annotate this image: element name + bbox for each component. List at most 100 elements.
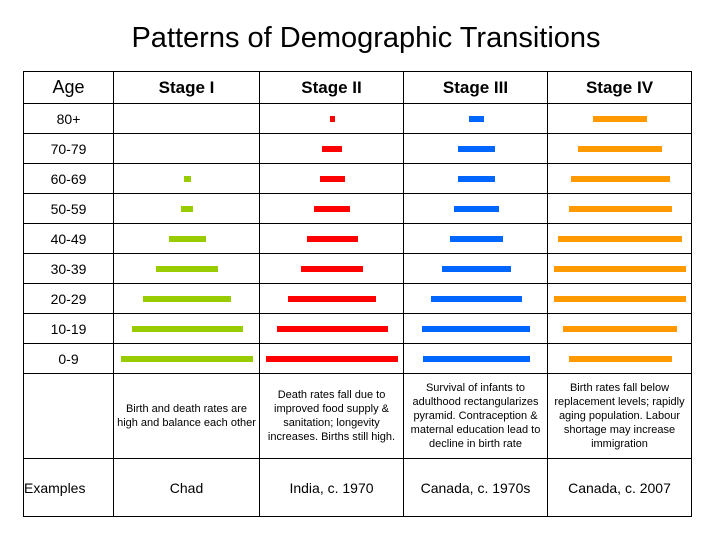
pyramid-cell — [547, 163, 692, 194]
stage-example: Canada, c. 2007 — [547, 458, 692, 517]
population-bar — [571, 175, 670, 182]
stage-example: Canada, c. 1970s — [403, 458, 548, 517]
population-bar — [554, 265, 686, 272]
pyramid-cell — [403, 253, 548, 284]
stage-name: Stage I — [158, 77, 215, 97]
stage-description-cell: Survival of infants to adulthood rectang… — [403, 373, 548, 459]
population-bar — [277, 325, 388, 332]
pyramid-cell — [403, 313, 548, 344]
description-blank — [23, 373, 114, 459]
population-bar — [156, 265, 218, 272]
page-title: Patterns of Demographic Transitions — [131, 22, 601, 54]
population-bar — [181, 205, 193, 212]
age-row: 20-29 — [23, 283, 692, 314]
stage-name: Stage III — [442, 77, 509, 97]
pyramid-cell — [547, 283, 692, 314]
stage-description: Death rates fall due to improved food su… — [267, 389, 396, 443]
population-bar — [450, 235, 503, 242]
stage-description: Survival of infants to adulthood rectang… — [410, 382, 541, 450]
population-bar — [169, 235, 206, 242]
pyramid-cell — [547, 103, 692, 134]
stage-example: Chad — [113, 458, 260, 517]
stage-description-cell: Death rates fall due to improved food su… — [259, 373, 404, 459]
stage-description-cell: Birth and death rates are high and balan… — [113, 373, 260, 459]
population-bar — [288, 295, 376, 302]
stage-header-3: Stage III — [403, 71, 548, 104]
age-row: 30-39 — [23, 253, 692, 284]
population-bar — [569, 355, 672, 362]
pyramid-cell — [403, 133, 548, 164]
pyramid-cell — [113, 343, 260, 374]
pyramid-cell — [259, 283, 404, 314]
population-bar — [554, 295, 686, 302]
pyramid-cell — [113, 163, 260, 194]
population-bar — [458, 175, 495, 182]
age-label: 50-59 — [23, 193, 114, 224]
age-label: 10-19 — [23, 313, 114, 344]
pyramid-cell — [259, 193, 404, 224]
population-bar — [301, 265, 363, 272]
age-row: 50-59 — [23, 193, 692, 224]
pyramid-cell — [113, 103, 260, 134]
population-bar — [458, 145, 495, 152]
pyramid-cell — [403, 283, 548, 314]
pyramid-cell — [259, 103, 404, 134]
population-bar — [442, 265, 511, 272]
stage-description: Birth rates fall below replacement level… — [554, 382, 685, 450]
population-bar — [266, 355, 398, 362]
pyramid-cell — [547, 223, 692, 254]
stage-header-1: Stage I — [113, 71, 260, 104]
pyramid-cell — [113, 313, 260, 344]
population-bar — [569, 205, 672, 212]
population-bar — [423, 355, 530, 362]
pyramid-cell — [547, 343, 692, 374]
pyramid-cell — [403, 163, 548, 194]
pyramid-cell — [403, 193, 548, 224]
pyramid-cell — [259, 343, 404, 374]
pyramid-cell — [113, 283, 260, 314]
population-bar — [454, 205, 499, 212]
pyramid-cell — [403, 343, 548, 374]
population-bar — [469, 115, 484, 122]
age-row: 10-19 — [23, 313, 692, 344]
age-header: Age — [23, 71, 114, 104]
pyramid-cell — [113, 193, 260, 224]
description-row: Birth and death rates are high and balan… — [23, 373, 692, 459]
population-bar — [558, 235, 682, 242]
age-label: 60-69 — [23, 163, 114, 194]
age-label: 20-29 — [23, 283, 114, 314]
population-bar — [322, 145, 342, 152]
population-bar — [184, 175, 191, 182]
pyramid-cell — [113, 253, 260, 284]
population-bar — [132, 325, 243, 332]
population-bar — [121, 355, 253, 362]
age-row: 40-49 — [23, 223, 692, 254]
stage-header-4: Stage IV — [547, 71, 692, 104]
examples-label: Examples — [23, 458, 114, 517]
population-bar — [143, 295, 231, 302]
age-label: 30-39 — [23, 253, 114, 284]
population-bar — [593, 115, 647, 122]
age-label: 40-49 — [23, 223, 114, 254]
header-row: Age Stage I Stage II Stage III Stage IV — [23, 71, 692, 104]
examples-row: Examples Chad India, c. 1970 Canada, c. 197… — [23, 458, 692, 517]
population-bar — [314, 205, 350, 212]
pyramid-cell — [403, 103, 548, 134]
stage-description-cell: Birth rates fall below replacement level… — [547, 373, 692, 459]
age-row: 0-9 — [23, 343, 692, 374]
pyramid-cell — [547, 133, 692, 164]
population-bar — [563, 325, 677, 332]
age-label: 0-9 — [23, 343, 114, 374]
age-row: 70-79 — [23, 133, 692, 164]
pyramid-cell — [259, 253, 404, 284]
pyramid-cell — [259, 163, 404, 194]
stage-description: Birth and death rates are high and balan… — [117, 403, 256, 429]
population-bar — [320, 175, 345, 182]
pyramid-cell — [547, 253, 692, 284]
pyramid-cell — [113, 133, 260, 164]
age-label: 70-79 — [23, 133, 114, 164]
pyramid-cell — [403, 223, 548, 254]
stage-header-2: Stage II — [259, 71, 404, 104]
pyramid-cell — [113, 223, 260, 254]
stage-example: India, c. 1970 — [259, 458, 404, 517]
